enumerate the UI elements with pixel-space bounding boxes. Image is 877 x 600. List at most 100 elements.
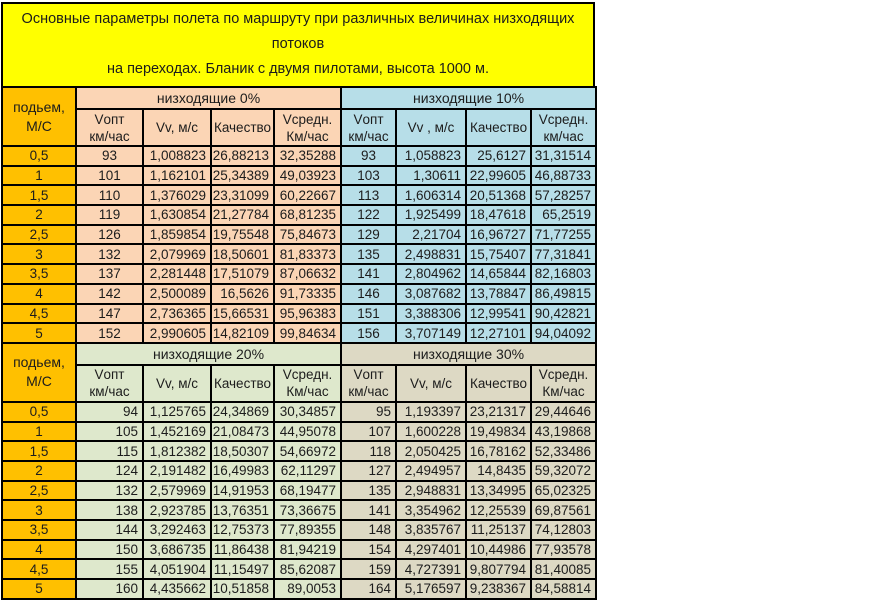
climb-value-cell[interactable]: 2 <box>1 459 77 482</box>
data-cell[interactable]: 71,77255 <box>530 223 598 246</box>
data-cell[interactable]: 2,079969 <box>142 243 212 266</box>
data-cell[interactable]: 1,452169 <box>142 420 212 443</box>
data-cell[interactable]: 1,630854 <box>142 204 212 226</box>
data-cell[interactable]: 19,75548 <box>210 223 275 246</box>
data-cell[interactable]: 2,948831 <box>395 479 468 502</box>
column-header[interactable]: Vv, м/с <box>395 363 468 403</box>
data-cell[interactable]: 77,89355 <box>272 519 343 541</box>
data-cell[interactable]: 14,65844 <box>465 263 533 285</box>
data-cell[interactable]: 107 <box>340 420 398 443</box>
data-cell[interactable]: 84,58814 <box>530 578 598 600</box>
data-cell[interactable]: 95,96383 <box>272 302 343 325</box>
data-cell[interactable]: 18,50601 <box>210 243 275 266</box>
data-cell[interactable]: 141 <box>340 263 398 285</box>
data-cell[interactable]: 93 <box>340 145 398 167</box>
data-cell[interactable]: 16,5626 <box>210 282 275 305</box>
data-cell[interactable]: 129 <box>340 223 398 246</box>
data-cell[interactable]: 137 <box>75 263 144 285</box>
column-header[interactable]: Качество <box>210 363 275 403</box>
climb-axis-header[interactable]: подьем, М/С <box>1 341 77 403</box>
data-cell[interactable]: 32,35288 <box>272 145 343 167</box>
data-cell[interactable]: 99,84634 <box>272 322 343 344</box>
data-cell[interactable]: 68,81235 <box>272 204 343 226</box>
data-cell[interactable]: 1,376029 <box>142 184 212 207</box>
data-cell[interactable]: 152 <box>75 322 144 344</box>
data-cell[interactable]: 25,34389 <box>210 164 275 187</box>
data-cell[interactable]: 11,25137 <box>465 519 533 541</box>
climb-value-cell[interactable]: 1 <box>1 420 77 443</box>
data-cell[interactable]: 154 <box>340 538 398 561</box>
data-cell[interactable]: 16,78162 <box>465 440 533 462</box>
data-cell[interactable]: 65,2519 <box>530 204 598 226</box>
data-cell[interactable]: 9,807794 <box>465 558 533 581</box>
data-cell[interactable]: 21,08473 <box>210 420 275 443</box>
data-cell[interactable]: 23,21317 <box>465 400 533 423</box>
data-cell[interactable]: 2,498831 <box>395 243 468 266</box>
data-cell[interactable]: 119 <box>75 204 144 226</box>
data-cell[interactable]: 164 <box>340 578 398 600</box>
climb-value-cell[interactable]: 2,5 <box>1 223 77 246</box>
data-cell[interactable]: 69,87561 <box>530 499 598 521</box>
climb-value-cell[interactable]: 1,5 <box>1 440 77 462</box>
section-band-header[interactable]: низходящие 0% <box>74 86 343 110</box>
climb-value-cell[interactable]: 4,5 <box>1 558 77 581</box>
data-cell[interactable]: 2,500089 <box>142 282 212 305</box>
data-cell[interactable]: 14,8435 <box>465 459 533 482</box>
column-header[interactable]: Качество <box>465 108 533 147</box>
data-cell[interactable]: 75,84673 <box>272 223 343 246</box>
column-header[interactable]: Качество <box>210 108 275 147</box>
data-cell[interactable]: 1,162101 <box>142 164 212 187</box>
data-cell[interactable]: 11,86438 <box>210 538 275 561</box>
data-cell[interactable]: 57,28257 <box>530 184 598 207</box>
climb-value-cell[interactable]: 0,5 <box>1 145 77 167</box>
data-cell[interactable]: 43,19868 <box>530 420 598 443</box>
climb-value-cell[interactable]: 3,5 <box>1 263 77 285</box>
data-cell[interactable]: 15,75407 <box>465 243 533 266</box>
data-cell[interactable]: 54,66972 <box>272 440 343 462</box>
climb-value-cell[interactable]: 2 <box>1 204 77 226</box>
data-cell[interactable]: 46,88733 <box>530 164 598 187</box>
data-cell[interactable]: 82,16803 <box>530 263 598 285</box>
data-cell[interactable]: 156 <box>340 322 398 344</box>
data-cell[interactable]: 122 <box>340 204 398 226</box>
data-cell[interactable]: 16,96727 <box>465 223 533 246</box>
column-header[interactable]: Vv , м/с <box>395 108 468 147</box>
data-cell[interactable]: 19,49834 <box>465 420 533 443</box>
data-cell[interactable]: 93 <box>75 145 144 167</box>
data-cell[interactable]: 10,51858 <box>210 578 275 600</box>
data-cell[interactable]: 4,297401 <box>395 538 468 561</box>
data-cell[interactable]: 26,88213 <box>210 145 275 167</box>
data-cell[interactable]: 3,835767 <box>395 519 468 541</box>
climb-value-cell[interactable]: 0,5 <box>1 400 77 423</box>
column-header[interactable]: Vсредн. Км/час <box>272 108 343 147</box>
data-cell[interactable]: 105 <box>75 420 144 443</box>
data-cell[interactable]: 3,292463 <box>142 519 212 541</box>
data-cell[interactable]: 3,707149 <box>395 322 468 344</box>
data-cell[interactable]: 146 <box>340 282 398 305</box>
data-cell[interactable]: 2,923785 <box>142 499 212 521</box>
data-cell[interactable]: 30,34857 <box>272 400 343 423</box>
data-cell[interactable]: 135 <box>340 479 398 502</box>
data-cell[interactable]: 1,008823 <box>142 145 212 167</box>
data-cell[interactable]: 20,51368 <box>465 184 533 207</box>
data-cell[interactable]: 10,44986 <box>465 538 533 561</box>
data-cell[interactable]: 59,32072 <box>530 459 598 482</box>
data-cell[interactable]: 4,727391 <box>395 558 468 581</box>
data-cell[interactable]: 135 <box>340 243 398 266</box>
data-cell[interactable]: 1,812382 <box>142 440 212 462</box>
section-band-header[interactable]: низходящие 20% <box>74 341 343 366</box>
data-cell[interactable]: 23,31099 <box>210 184 275 207</box>
column-header[interactable]: Vопт км/час <box>75 108 144 147</box>
data-cell[interactable]: 2,050425 <box>395 440 468 462</box>
column-header[interactable]: Vопт км/час <box>75 363 144 403</box>
data-cell[interactable]: 52,33486 <box>530 440 598 462</box>
data-cell[interactable]: 3,087682 <box>395 282 468 305</box>
data-cell[interactable]: 3,686735 <box>142 538 212 561</box>
column-header[interactable]: Vопт км/час <box>340 363 398 403</box>
data-cell[interactable]: 113 <box>340 184 398 207</box>
data-cell[interactable]: 18,50307 <box>210 440 275 462</box>
data-cell[interactable]: 22,99605 <box>465 164 533 187</box>
data-cell[interactable]: 87,06632 <box>272 263 343 285</box>
data-cell[interactable]: 12,25539 <box>465 499 533 521</box>
column-header[interactable]: Vопт км/час <box>340 108 398 147</box>
